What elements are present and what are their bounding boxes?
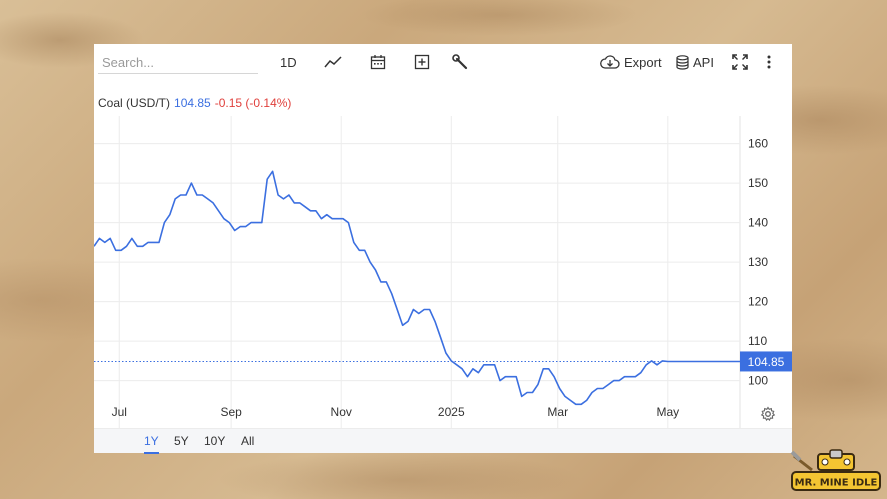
x-axis: Jul Sep Nov 2025 Mar May	[112, 405, 680, 419]
vertical-dots-icon	[767, 55, 771, 69]
more-options-button[interactable]	[766, 52, 772, 72]
indicators-button[interactable]	[452, 52, 468, 72]
series-line[interactable]	[94, 170, 740, 406]
last-price: 104.85	[174, 96, 211, 110]
database-icon	[676, 54, 689, 70]
api-label: API	[693, 54, 714, 70]
range-all[interactable]: All	[241, 434, 255, 448]
chart-settings-button[interactable]	[760, 406, 776, 427]
y-axis: 100 110 120 130 140 150 160	[748, 137, 768, 388]
range-1y[interactable]: 1Y	[144, 434, 159, 454]
x-tick-label: May	[656, 405, 679, 419]
series-group	[94, 170, 740, 406]
x-tick-label: 2025	[438, 405, 465, 419]
range-selector: 1Y 5Y 10Y All	[94, 428, 792, 454]
last-price-marker: 104.85	[94, 351, 792, 372]
x-tick-label: Nov	[331, 405, 352, 419]
gear-icon	[760, 406, 776, 422]
x-tick-label: Sep	[220, 405, 242, 419]
price-change: -0.15 (-0.14%)	[214, 96, 292, 110]
interval-button[interactable]: 1D	[280, 52, 297, 72]
mr-mine-idle-logo: MR. MINE IDLE	[790, 449, 881, 491]
logo-text: MR. MINE IDLE	[795, 478, 878, 489]
plus-box-icon	[414, 54, 430, 70]
y-tick-label: 100	[748, 374, 768, 388]
instrument-name: Coal (USD/T)	[98, 96, 171, 110]
range-10y[interactable]: 10Y	[204, 434, 226, 448]
y-tick-label: 150	[748, 176, 768, 190]
export-label: Export	[624, 54, 662, 70]
last-price-tag-label: 104.85	[748, 355, 785, 369]
export-button[interactable]: Export	[600, 52, 662, 72]
fullscreen-icon	[732, 54, 748, 70]
grid	[94, 116, 741, 428]
x-tick-label: Jul	[112, 405, 127, 419]
range-5y[interactable]: 5Y	[174, 434, 189, 448]
cloud-download-icon	[600, 55, 620, 69]
compare-button[interactable]	[414, 52, 430, 72]
calendar-icon	[370, 55, 386, 70]
wrench-icon	[452, 54, 468, 70]
last-price-tag	[740, 351, 792, 372]
calendar-button[interactable]	[370, 52, 386, 72]
api-button[interactable]: API	[676, 52, 714, 72]
y-tick-label: 160	[748, 137, 768, 151]
quote-line: Coal (USD/T) 104.85 -0.15 (-0.14%)	[98, 96, 291, 110]
fullscreen-button[interactable]	[732, 52, 748, 72]
x-tick-label: Mar	[547, 405, 568, 419]
chart-type-button[interactable]	[324, 52, 342, 72]
y-tick-label: 130	[748, 255, 768, 269]
y-tick-label: 120	[748, 295, 768, 309]
price-chart[interactable]: 100 110 120 130 140 150 160 Jul Sep Nov 2025 Mar Ma…	[94, 116, 792, 428]
interval-label: 1D	[280, 54, 297, 70]
y-tick-label: 140	[748, 216, 768, 230]
chart-toolbar: 1D	[94, 44, 792, 80]
chart-card: 1D	[94, 44, 792, 454]
y-tick-label: 110	[748, 334, 767, 348]
search-input[interactable]	[98, 52, 258, 74]
line-chart-icon	[324, 56, 342, 68]
